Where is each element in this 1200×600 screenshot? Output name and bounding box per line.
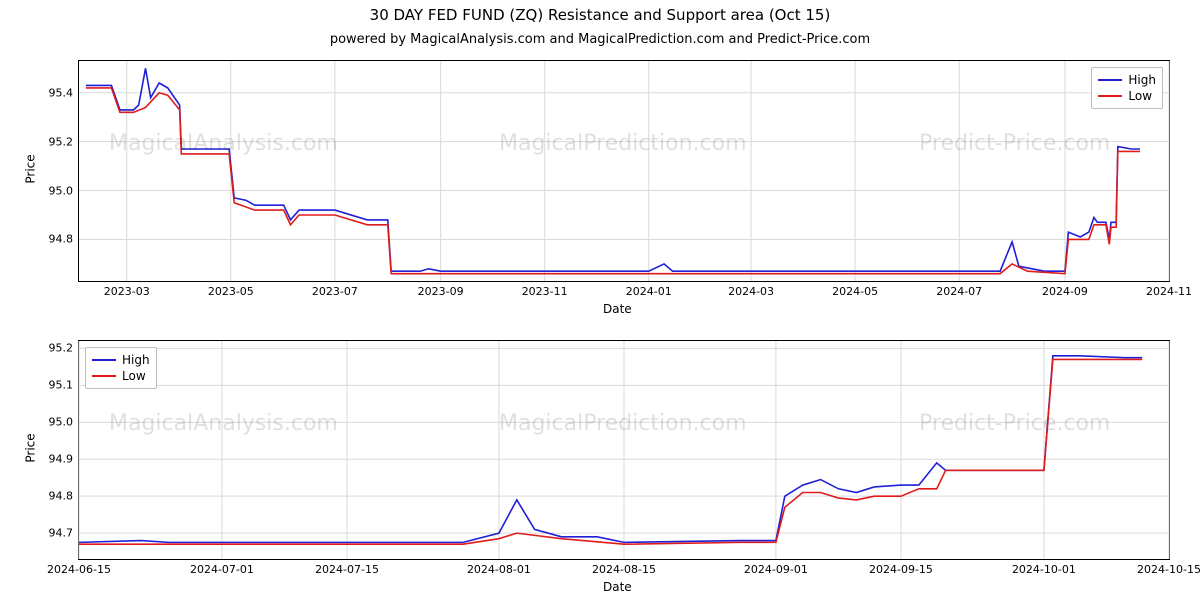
legend-item: Low xyxy=(92,368,150,384)
x-tick-label: 2024-05 xyxy=(832,285,878,298)
x-tick-label: 2023-07 xyxy=(312,285,358,298)
x-tick-label: 2024-09 xyxy=(1042,285,1088,298)
x-tick-label: 2024-07 xyxy=(936,285,982,298)
legend-label: Low xyxy=(122,368,146,384)
x-tick-label: 2024-09-15 xyxy=(869,563,933,576)
top-chart-area: MagicalAnalysis.com MagicalPrediction.co… xyxy=(78,60,1170,282)
legend: High Low xyxy=(85,347,157,389)
legend-swatch-low xyxy=(92,375,116,377)
legend-label: High xyxy=(1128,72,1156,88)
y-tick-label: 95.2 xyxy=(49,135,74,148)
figure: 30 DAY FED FUND (ZQ) Resistance and Supp… xyxy=(0,0,1200,600)
y-tick-label: 94.7 xyxy=(49,527,74,540)
top-chart-svg xyxy=(79,61,1169,281)
x-tick-label: 2024-03 xyxy=(728,285,774,298)
x-tick-label: 2023-11 xyxy=(522,285,568,298)
bottom-x-axis-label: Date xyxy=(603,580,632,594)
legend-label: Low xyxy=(1128,88,1152,104)
y-tick-label: 95.0 xyxy=(49,416,74,429)
series-high xyxy=(86,68,1140,271)
x-tick-label: 2024-01 xyxy=(626,285,672,298)
x-tick-label: 2024-09-01 xyxy=(744,563,808,576)
x-tick-label: 2023-09 xyxy=(418,285,464,298)
y-tick-label: 94.8 xyxy=(49,233,74,246)
y-tick-label: 94.8 xyxy=(49,490,74,503)
y-tick-label: 95.2 xyxy=(49,342,74,355)
bottom-chart-area: MagicalAnalysis.com MagicalPrediction.co… xyxy=(78,340,1170,560)
legend-label: High xyxy=(122,352,150,368)
series-high xyxy=(79,356,1142,543)
x-tick-label: 2024-11 xyxy=(1146,285,1192,298)
legend-item: High xyxy=(92,352,150,368)
legend: High Low xyxy=(1091,67,1163,109)
x-tick-label: 2023-05 xyxy=(208,285,254,298)
series-low xyxy=(86,88,1140,274)
y-tick-label: 95.4 xyxy=(49,86,74,99)
x-tick-label: 2024-07-01 xyxy=(190,563,254,576)
x-tick-label: 2024-10-01 xyxy=(1012,563,1076,576)
bottom-y-axis-label: Price xyxy=(24,433,38,462)
top-y-axis-label: Price xyxy=(24,154,38,183)
legend-item: Low xyxy=(1098,88,1156,104)
x-tick-label: 2024-06-15 xyxy=(47,563,111,576)
top-x-axis-label: Date xyxy=(603,302,632,316)
y-tick-label: 95.0 xyxy=(49,184,74,197)
chart-title: 30 DAY FED FUND (ZQ) Resistance and Supp… xyxy=(0,6,1200,24)
x-tick-label: 2023-03 xyxy=(104,285,150,298)
legend-item: High xyxy=(1098,72,1156,88)
series-low xyxy=(79,359,1142,544)
x-tick-label: 2024-08-01 xyxy=(467,563,531,576)
legend-swatch-high xyxy=(92,359,116,361)
bottom-chart-svg xyxy=(79,341,1169,559)
x-tick-label: 2024-08-15 xyxy=(592,563,656,576)
legend-swatch-high xyxy=(1098,79,1122,81)
y-tick-label: 95.1 xyxy=(49,379,74,392)
y-tick-label: 94.9 xyxy=(49,453,74,466)
chart-subtitle: powered by MagicalAnalysis.com and Magic… xyxy=(0,32,1200,47)
x-tick-label: 2024-07-15 xyxy=(315,563,379,576)
legend-swatch-low xyxy=(1098,95,1122,97)
x-tick-label: 2024-10-15 xyxy=(1137,563,1200,576)
